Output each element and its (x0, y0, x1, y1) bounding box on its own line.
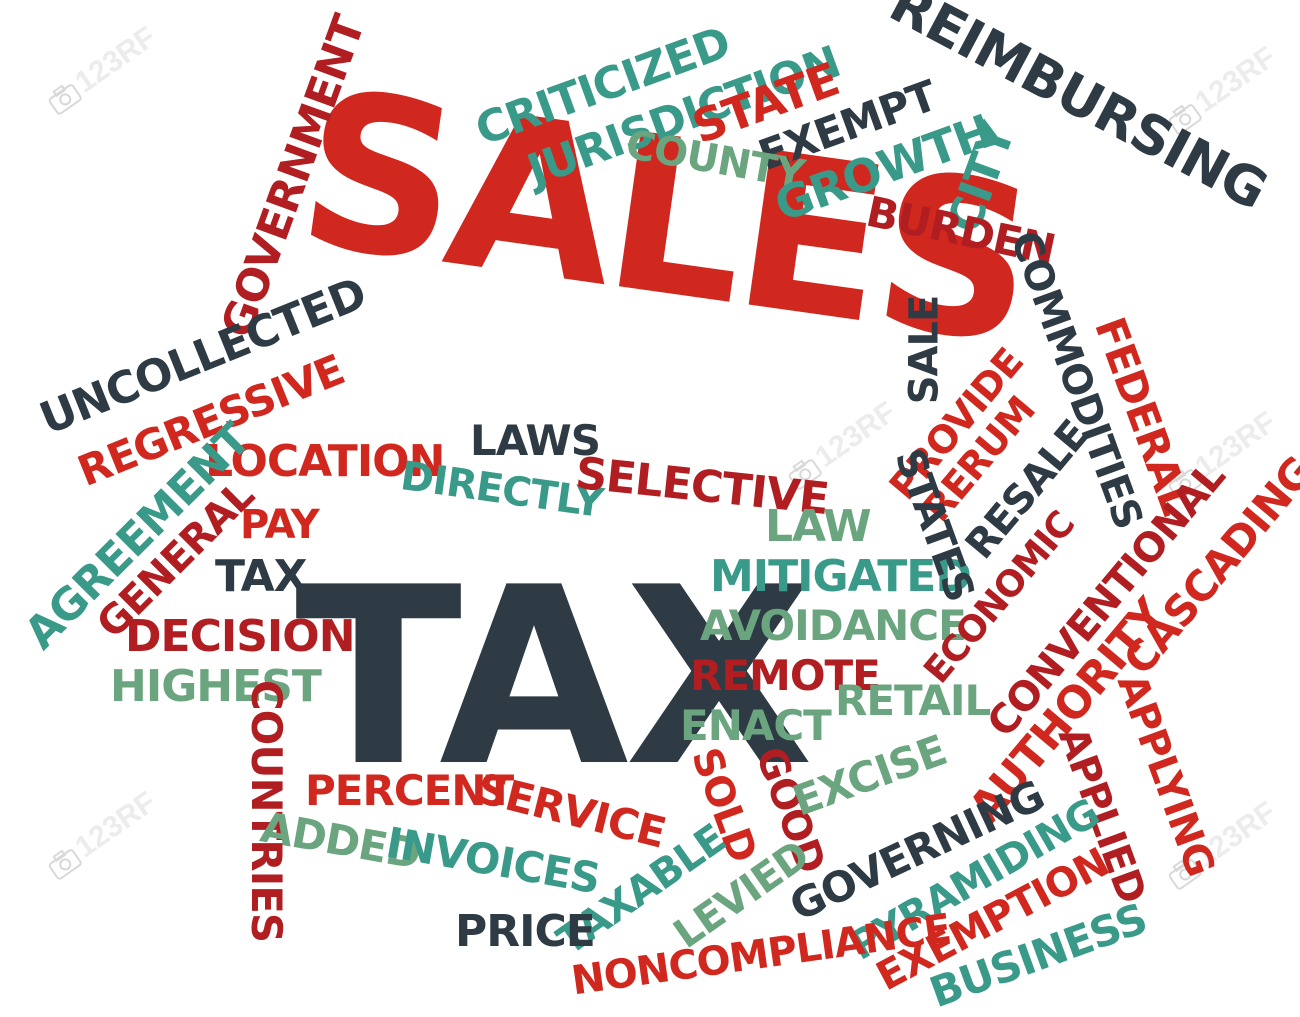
word-law: LAW (765, 501, 872, 552)
word-tax-small: TAX (215, 551, 308, 602)
word-location: LOCATION (205, 436, 445, 487)
camera-icon (1168, 859, 1202, 890)
watermark: 123RF (1163, 795, 1282, 893)
word-price: PRICE (455, 906, 596, 957)
watermark: 123RF (1163, 405, 1282, 503)
watermark: 123RF (1163, 40, 1283, 138)
camera-icon (48, 84, 82, 115)
word-highest: HIGHEST (110, 661, 322, 712)
camera-icon (1168, 104, 1202, 135)
word-sale: SALE (901, 295, 948, 405)
word-laws: LAWS (470, 416, 601, 465)
word-remote: REMOTE (690, 651, 881, 700)
word-mitigated: MITIGATED (710, 551, 972, 602)
word-percent: PERCENT (305, 766, 514, 815)
watermark-text: 123RF (69, 785, 163, 865)
word-pay: PAY (240, 502, 320, 548)
word-avoidance: AVOIDANCE (700, 601, 967, 650)
camera-icon (788, 459, 822, 490)
word-tax-main: TAX (295, 535, 814, 820)
watermark-text: 123RF (1189, 40, 1283, 120)
camera-icon (1168, 469, 1202, 500)
watermark: 123RF (43, 785, 163, 883)
watermark-text: 123RF (69, 20, 163, 100)
camera-icon (48, 849, 82, 880)
watermark: 123RF (43, 20, 163, 118)
word-enact: ENACT (680, 701, 832, 750)
watermark: 123RF (783, 395, 902, 493)
word-retail: RETAIL (835, 676, 991, 725)
word-decision: DECISION (125, 611, 356, 662)
